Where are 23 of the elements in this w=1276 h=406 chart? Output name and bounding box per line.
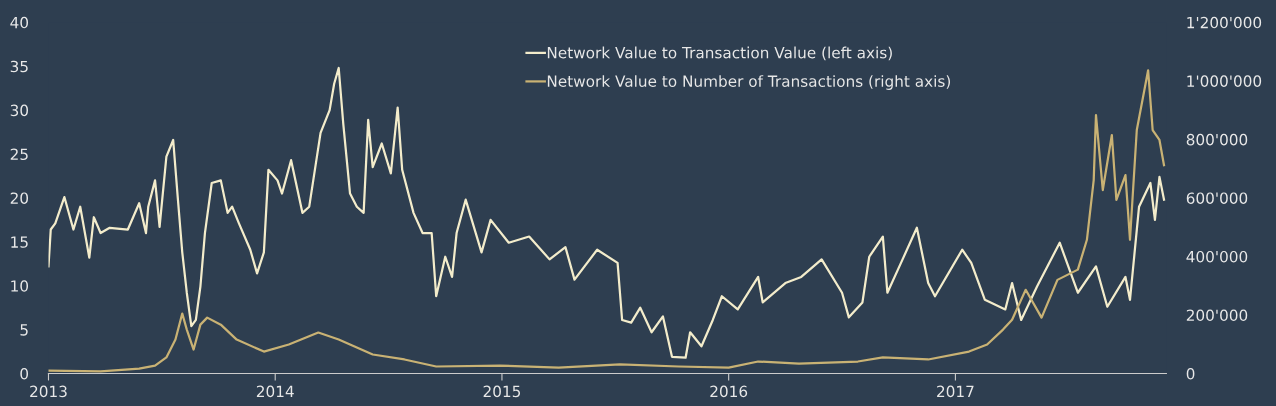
y2-tick-label: 200'000 (1186, 309, 1248, 322)
legend-label: Network Value to Transaction Value (left axis) (547, 46, 892, 61)
y-tick-label: 5 (20, 324, 28, 336)
y2-tick-label: 400'000 (1186, 250, 1248, 263)
x-tick-label: 2015 (483, 385, 521, 398)
x-tick-label: 2014 (256, 385, 294, 398)
y2-tick-label: 800'000 (1186, 133, 1248, 146)
y2-tick-label: 1'200'000 (1187, 16, 1262, 29)
y-tick-label: 10 (11, 280, 29, 292)
y2-tick-label: 0 (1186, 367, 1195, 380)
y-tick-label: 15 (11, 236, 28, 248)
y-tick-label: 40 (10, 16, 29, 29)
y2-tick-label: 600'000 (1186, 192, 1248, 204)
y-tick-label: 30 (10, 104, 29, 117)
legend-label: Network Value to Number of Transactions (right axis) (547, 75, 951, 90)
y-tick-label: 25 (10, 148, 28, 161)
x-tick-label: 2017 (937, 385, 974, 398)
x-tick-label: 2016 (710, 385, 748, 398)
y-tick-label: 35 (10, 60, 28, 73)
y2-tick-label: 1'000'000 (1187, 75, 1262, 87)
y-tick-label: 20 (10, 192, 29, 204)
y-tick-label: 0 (20, 367, 29, 380)
x-tick-label: 2013 (30, 385, 67, 398)
